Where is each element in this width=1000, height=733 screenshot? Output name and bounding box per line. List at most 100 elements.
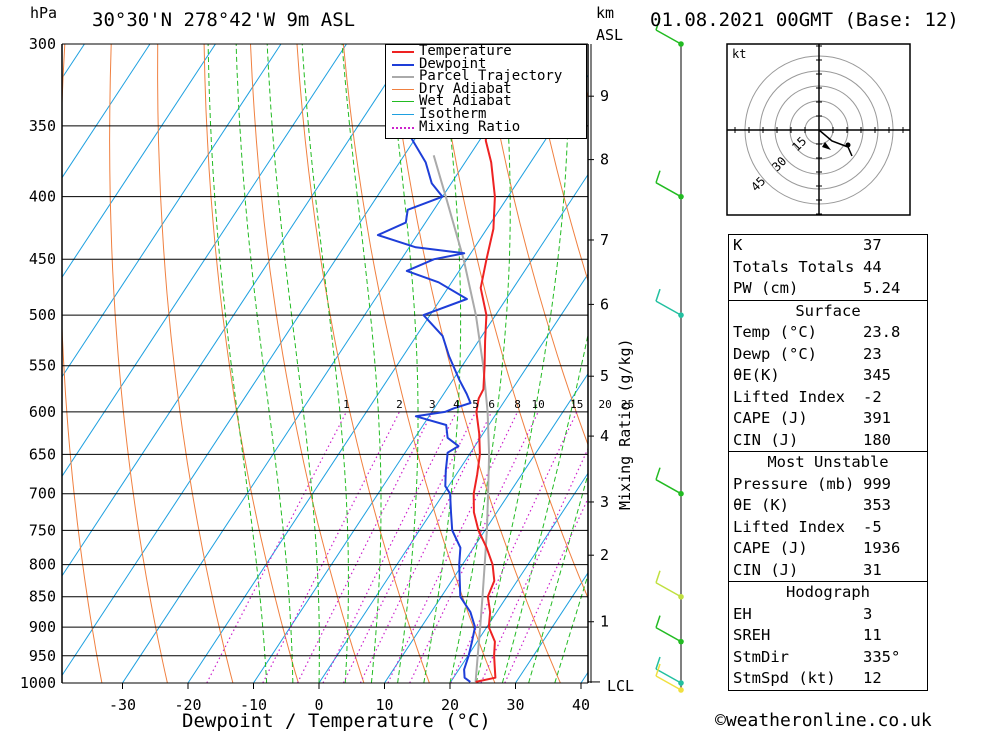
index-value: 37 (863, 236, 882, 254)
isotherm-line (318, 273, 588, 683)
mixing-ratio-line (387, 411, 519, 683)
temperature-tick-label: 30 (506, 696, 524, 714)
temperature-tick-label: -30 (109, 696, 136, 714)
isotherm-line (62, 44, 478, 677)
surface-row: Temp (°C) 23.8 (729, 322, 927, 344)
index-label: Totals Totals (733, 257, 855, 276)
legend-label: Parcel Trajectory (419, 68, 563, 85)
height-tick-label: 1 (600, 613, 609, 631)
dry-adiabat-line (435, 44, 588, 600)
hodograph-row: StmSpd (kt) 12 (729, 668, 927, 690)
index-value: 1936 (863, 539, 901, 557)
height-tick-label: 6 (600, 295, 609, 313)
isotherm-line (62, 44, 347, 478)
wind-barb-dot (678, 680, 684, 686)
isotherm-line (515, 571, 588, 683)
wet-adiabat-line (235, 44, 294, 683)
index-label: CAPE (J) (733, 539, 808, 557)
mixing-ratio-line (296, 411, 433, 683)
wind-barb-flag (655, 656, 661, 670)
temperature-tick-label: -20 (174, 696, 201, 714)
pressure-tick-label: 900 (29, 618, 56, 636)
surface-row: θE(K) 345 (729, 365, 927, 387)
surface-row: CIN (J) 180 (729, 430, 927, 452)
legend-swatch (392, 51, 414, 53)
mixing-ratio-line (342, 411, 477, 683)
height-tick-label: 5 (600, 367, 609, 385)
index-label: Temp (°C) (733, 323, 817, 341)
index-label: PW (cm) (733, 279, 799, 297)
pressure-tick-label: 650 (29, 445, 56, 463)
dry-adiabat-line (389, 44, 561, 683)
isotherm-line (384, 372, 588, 683)
mixing-ratio-line (504, 496, 588, 683)
mixing-ratio-label: 20 (598, 398, 611, 411)
legend-swatch (392, 113, 414, 115)
isotherm-line (253, 173, 588, 683)
x-axis-title: Dewpoint / Temperature (°C) (182, 710, 491, 732)
index-label: K (733, 236, 743, 254)
legend-swatch (392, 126, 414, 129)
index-label: Dewp (°C) (733, 344, 817, 363)
most-unstable-row: CAPE (J) 1936 (729, 538, 927, 560)
wind-barb-flag (655, 170, 661, 183)
dry-adiabat-line (528, 44, 588, 283)
wind-barb (655, 675, 682, 691)
dry-adiabat-line (62, 44, 103, 683)
surface-row: Lifted Index -2 (729, 387, 927, 409)
isotherm-line (62, 44, 216, 279)
wet-adiabat-line (554, 573, 588, 683)
index-value: 44 (863, 257, 882, 276)
hodograph-row: EH 3 (729, 604, 927, 626)
surface-section-title: Surface (729, 299, 927, 323)
legend-item-wet-adiabat: Wet Adiabat (386, 95, 586, 108)
wet-adiabat-line (266, 44, 320, 683)
index-value: 23 (863, 344, 882, 363)
hodograph-unit: kt (732, 47, 746, 61)
chart-legend: Temperature Dewpoint Parcel Trajectory D… (385, 44, 587, 139)
wind-barb (655, 29, 682, 45)
lcl-label: LCL (607, 677, 634, 695)
legend-item-temperature: Temperature (386, 44, 586, 58)
index-label: CAPE (J) (733, 409, 808, 427)
most-unstable-row: θE (K) 353 (729, 495, 927, 517)
height-tick-label: 7 (600, 231, 609, 249)
wind-barb-dot (678, 490, 684, 497)
index-value: 335° (863, 647, 901, 666)
dry-adiabat-line (157, 44, 234, 683)
index-value: 999 (863, 474, 891, 493)
wind-barb-dot (678, 638, 684, 645)
pressure-tick-label: 800 (29, 556, 56, 574)
wind-barb-dot (678, 193, 684, 200)
wet-adiabat-line (501, 332, 588, 683)
index-label: CIN (J) (733, 430, 799, 449)
index-value: 31 (863, 560, 882, 579)
height-tick-label: 2 (600, 546, 609, 564)
hodograph-trace (818, 129, 853, 157)
dry-adiabat-line (482, 44, 588, 447)
wind-barb-flag (655, 467, 661, 480)
index-value: 391 (863, 409, 891, 427)
mixing-ratio-line (450, 411, 578, 683)
surface-row: CAPE (J) 391 (729, 408, 927, 430)
index-value: 12 (863, 669, 882, 687)
wind-barb-flag (655, 17, 661, 31)
index-label: StmSpd (kt) (733, 669, 836, 687)
index-label: Lifted Index (733, 517, 845, 536)
wind-barb (655, 626, 682, 643)
legend-swatch (392, 63, 414, 66)
legend-item-dry-adiabat: Dry Adiabat (386, 82, 586, 96)
height-tick-label: 3 (600, 493, 609, 511)
wind-barb-flag (655, 663, 661, 677)
hodograph-point (845, 142, 851, 148)
sounding-profiles (376, 44, 497, 683)
wet-adiabat-line (341, 44, 382, 683)
isotherm-line (449, 472, 588, 683)
pressure-tick-label: 950 (29, 647, 56, 665)
most-unstable-row: Pressure (mb) 999 (729, 474, 927, 496)
storm-motion-arrow (822, 142, 831, 150)
legend-swatch (392, 88, 414, 90)
isobar-lines (61, 43, 589, 684)
pressure-tick-label: 450 (29, 250, 56, 268)
isotherm-line (62, 44, 282, 378)
